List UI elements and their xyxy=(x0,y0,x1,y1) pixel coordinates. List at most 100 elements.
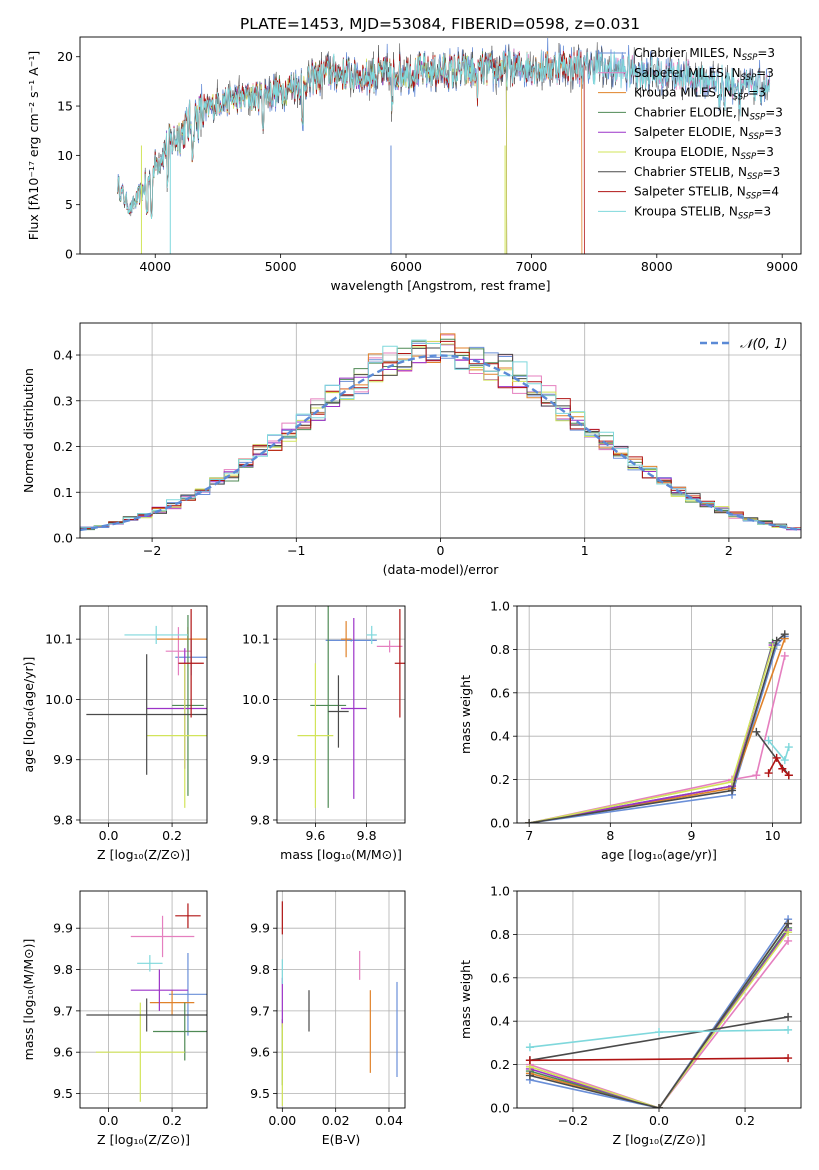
x-tick-label: 4000 xyxy=(139,259,171,274)
error-bar-point xyxy=(130,969,188,1011)
weight-line xyxy=(529,642,774,823)
legend-label: Chabrier MILES, NSSP=3 xyxy=(634,46,775,63)
axes-frame xyxy=(516,890,802,1109)
weight-marker xyxy=(752,771,761,780)
error-bar-point xyxy=(124,625,188,644)
error-bar-point xyxy=(86,998,207,1032)
x-tick-label: 0.02 xyxy=(322,1113,350,1128)
x-tick-label: 0.2 xyxy=(162,1113,182,1128)
y-tick-label: 0 xyxy=(65,247,73,262)
y-axis-label: age [log₁₀(age/yr)] xyxy=(21,657,36,773)
y-tick-label: 0.6 xyxy=(490,685,510,700)
residuals-panel: −2 −1 0 1 2 0.0 0.1 0.2 0.3 0.4 (data-model)/error… xyxy=(21,322,802,577)
y-tick-label: 9.8 xyxy=(53,812,73,827)
y-axis-label: Flux [fλ10⁻¹⁷ erg cm⁻² s⁻¹ A⁻¹] xyxy=(26,51,41,240)
y-tick-label: 10 xyxy=(57,148,73,163)
weight-line xyxy=(529,1057,789,1062)
y-tick-label: 0.8 xyxy=(490,927,510,942)
y-tick-label: 10.0 xyxy=(45,692,73,707)
error-bar-point xyxy=(178,609,204,718)
error-bar-point xyxy=(328,675,349,748)
x-tick-label: 6000 xyxy=(390,259,422,274)
axes-frame xyxy=(516,605,802,824)
error-bar-point xyxy=(172,615,204,796)
y-tick-label: 9.6 xyxy=(250,1045,270,1060)
weight-line xyxy=(529,633,786,823)
y-axis-label: Normed distribution xyxy=(21,368,36,493)
x-tick-label: −0.2 xyxy=(558,1113,588,1128)
mass-vs-metallicity-panel: 0.0 0.2 9.5 9.6 9.7 9.8 9.9 Z [log₁₀(Z/Z⊙)] mass… xyxy=(21,890,208,1147)
y-tick-label: 10.1 xyxy=(45,632,73,647)
y-tick-label: 9.9 xyxy=(250,752,270,767)
x-tick-label: 7000 xyxy=(516,259,548,274)
age-vs-mass-panel: 9.6 9.8 9.8 9.9 10.0 10.1 mass [log₁₀(M/M⊙)] xyxy=(242,605,406,862)
y-tick-label: 10.1 xyxy=(242,632,270,647)
weight-marker xyxy=(525,1056,534,1065)
x-tick-label: 9 xyxy=(687,828,695,843)
plot-area xyxy=(86,903,207,1102)
y-axis-label: mass weight xyxy=(458,675,473,754)
x-tick-label: 0.2 xyxy=(162,828,182,843)
y-tick-label: 9.8 xyxy=(53,962,73,977)
y-tick-label: 9.5 xyxy=(53,1086,73,1101)
axes-frame xyxy=(79,890,208,1109)
spectrum-line xyxy=(117,50,771,219)
weight-line xyxy=(529,923,789,1108)
x-tick-label: 0.2 xyxy=(735,1113,755,1128)
weight-marker xyxy=(772,636,781,645)
x-tick-label: 0.0 xyxy=(99,1113,119,1128)
error-bar-point xyxy=(146,663,207,808)
x-tick-label: 7 xyxy=(525,828,533,843)
weight-line xyxy=(767,756,790,776)
y-tick-label: 9.8 xyxy=(250,812,270,827)
legend-label: 𝒩(0, 1) xyxy=(740,337,787,352)
plot-area xyxy=(297,606,405,808)
y-tick-label: 9.9 xyxy=(250,921,270,936)
x-axis-label: Z [log₁₀(Z/Z⊙)] xyxy=(97,847,190,862)
x-axis-label: Z [log₁₀(Z/Z⊙)] xyxy=(97,1132,190,1147)
grid xyxy=(277,891,405,1108)
y-tick-label: 1.0 xyxy=(490,599,510,614)
y-tick-label: 9.8 xyxy=(250,962,270,977)
plot-area xyxy=(117,37,771,254)
weight-marker xyxy=(655,1104,663,1108)
axes-frame xyxy=(79,36,802,255)
y-tick-label: 9.6 xyxy=(53,1045,73,1060)
weight-marker xyxy=(764,769,773,778)
x-tick-label: 2 xyxy=(725,543,733,558)
x-axis-label: (data-model)/error xyxy=(383,562,500,577)
histogram-series xyxy=(80,339,801,532)
mass-vs-extinction-panel: 0.00 0.02 0.04 9.5 9.6 9.7 9.8 9.9 E(B-V) xyxy=(250,890,406,1147)
x-tick-label: 10 xyxy=(765,828,781,843)
error-bar-point xyxy=(165,627,192,676)
legend-label: Salpeter STELIB, NSSP=4 xyxy=(634,185,779,202)
x-tick-label: 0.0 xyxy=(649,1113,669,1128)
x-axis-label: mass [log₁₀(M/M⊙)] xyxy=(280,847,402,862)
y-tick-label: 0.4 xyxy=(490,729,510,744)
y-tick-label: 0.0 xyxy=(490,1101,510,1116)
weight-marker xyxy=(778,764,787,773)
x-tick-label: 8 xyxy=(606,828,614,843)
y-tick-label: 0.4 xyxy=(53,348,73,363)
weight-line xyxy=(529,635,786,823)
y-tick-label: 0.6 xyxy=(490,970,510,985)
plot-area xyxy=(86,609,207,808)
y-tick-label: 9.9 xyxy=(53,921,73,936)
axes-frame xyxy=(276,605,406,824)
x-tick-label: 1 xyxy=(581,543,589,558)
y-tick-label: 9.7 xyxy=(250,1003,270,1018)
age-vs-metallicity-panel: 0.0 0.2 9.8 9.9 10.0 10.1 Z [log₁₀(Z/Z⊙)] age [… xyxy=(21,605,208,862)
figure-title: PLATE=1453, MJD=53084, FIBERID=0598, z=0… xyxy=(240,15,640,33)
weight-marker xyxy=(780,630,789,639)
error-bar-point xyxy=(175,903,201,929)
weight-marker xyxy=(525,1071,534,1080)
weight-line xyxy=(529,918,789,1108)
weight-marker xyxy=(764,736,773,745)
weight-line xyxy=(529,655,786,823)
x-tick-label: 5000 xyxy=(265,259,297,274)
y-tick-label: 9.7 xyxy=(53,1003,73,1018)
legend-label: Chabrier STELIB, NSSP=3 xyxy=(634,165,780,182)
y-tick-label: 0.8 xyxy=(490,642,510,657)
weight-marker xyxy=(784,771,793,780)
